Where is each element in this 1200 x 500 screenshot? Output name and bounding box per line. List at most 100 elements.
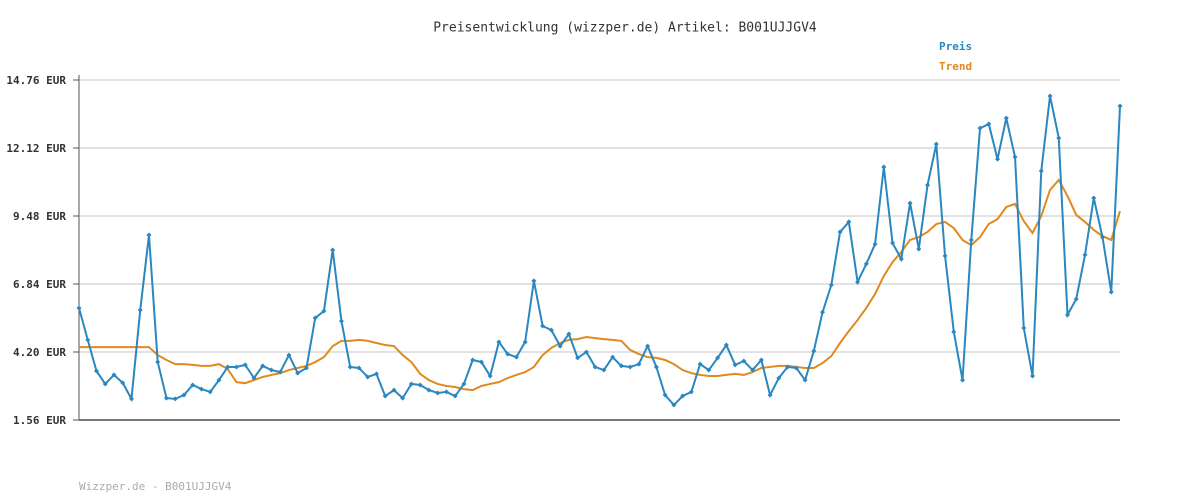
point-marker: [575, 355, 581, 361]
point-marker: [251, 375, 257, 381]
point-marker: [968, 237, 974, 243]
point-marker: [207, 389, 213, 395]
point-marker: [890, 240, 896, 246]
point-marker: [181, 392, 187, 398]
point-marker: [487, 373, 493, 379]
legend-entry: Preis: [939, 40, 972, 53]
point-marker: [837, 229, 843, 235]
point-marker: [741, 358, 747, 364]
point-marker: [373, 371, 379, 377]
point-marker: [522, 339, 528, 345]
point-marker: [1056, 135, 1062, 141]
footer: Wizzper.de - B001UJJGV4: [79, 480, 232, 493]
point-marker: [776, 375, 782, 381]
point-marker: [942, 253, 948, 259]
point-marker: [1100, 234, 1106, 240]
point-marker: [645, 343, 651, 349]
point-marker: [128, 396, 134, 402]
point-marker: [225, 364, 231, 370]
point-marker: [321, 308, 327, 314]
series-line: [78, 95, 1121, 407]
point-marker: [898, 256, 904, 262]
point-marker: [732, 362, 738, 368]
point-marker: [242, 362, 248, 368]
point-marker: [793, 365, 799, 371]
point-marker: [137, 307, 143, 313]
point-marker: [583, 349, 589, 355]
point-marker: [461, 381, 467, 387]
point-marker: [513, 354, 519, 360]
series-line: [79, 178, 1121, 392]
point-marker: [715, 355, 721, 361]
point-marker: [531, 278, 537, 284]
point-marker: [863, 261, 869, 267]
point-marker: [566, 331, 572, 337]
point-marker: [653, 364, 659, 370]
point-marker: [1012, 154, 1018, 160]
point-marker: [907, 200, 913, 206]
point-marker: [102, 381, 108, 387]
point-marker: [1108, 289, 1114, 295]
point-marker: [995, 156, 1001, 162]
point-marker: [172, 396, 178, 402]
point-marker: [688, 389, 694, 395]
y-tick-label: 1.56 EUR: [13, 414, 66, 427]
point-marker: [1021, 325, 1027, 331]
point-marker: [198, 386, 204, 392]
point-marker: [1117, 103, 1123, 109]
y-tick-label: 4.20 EUR: [13, 346, 66, 359]
point-marker: [120, 380, 126, 386]
point-marker: [216, 377, 222, 383]
point-marker: [303, 365, 309, 371]
point-marker: [828, 282, 834, 288]
point-marker: [706, 367, 712, 373]
point-marker: [330, 247, 336, 253]
point-marker: [365, 374, 371, 380]
point-marker: [872, 241, 878, 247]
point-marker: [1038, 168, 1044, 174]
y-tick-label: 6.84 EUR: [13, 278, 66, 291]
point-marker: [1091, 195, 1097, 201]
point-marker: [977, 125, 983, 131]
point-marker: [312, 315, 318, 321]
point-marker: [636, 361, 642, 367]
point-marker: [680, 393, 686, 399]
point-marker: [933, 141, 939, 147]
point-marker: [785, 364, 791, 370]
point-marker: [557, 343, 563, 349]
point-marker: [820, 309, 826, 315]
point-marker: [233, 364, 239, 370]
y-tick-label: 12.12 EUR: [6, 142, 66, 155]
point-marker: [505, 351, 511, 357]
point-marker: [338, 318, 344, 324]
point-marker: [1065, 312, 1071, 318]
point-marker: [697, 361, 703, 367]
point-marker: [1073, 296, 1079, 302]
point-marker: [540, 323, 546, 329]
y-tick-label: 9.48 EUR: [13, 210, 66, 223]
point-marker: [1047, 93, 1053, 99]
point-marker: [146, 232, 152, 238]
point-marker: [723, 342, 729, 348]
point-marker: [618, 363, 624, 369]
point-marker: [750, 367, 756, 373]
point-marker: [356, 365, 362, 371]
point-marker: [627, 364, 633, 370]
point-marker: [277, 369, 283, 375]
point-marker: [443, 389, 449, 395]
point-marker: [1003, 115, 1009, 121]
point-marker: [111, 372, 117, 378]
point-marker: [260, 363, 266, 369]
point-marker: [382, 393, 388, 399]
point-marker: [478, 359, 484, 365]
point-marker: [592, 364, 598, 370]
point-marker: [916, 246, 922, 252]
point-marker: [435, 390, 441, 396]
point-marker: [426, 387, 432, 393]
point-marker: [951, 329, 957, 335]
point-marker: [85, 337, 91, 343]
point-marker: [610, 354, 616, 360]
